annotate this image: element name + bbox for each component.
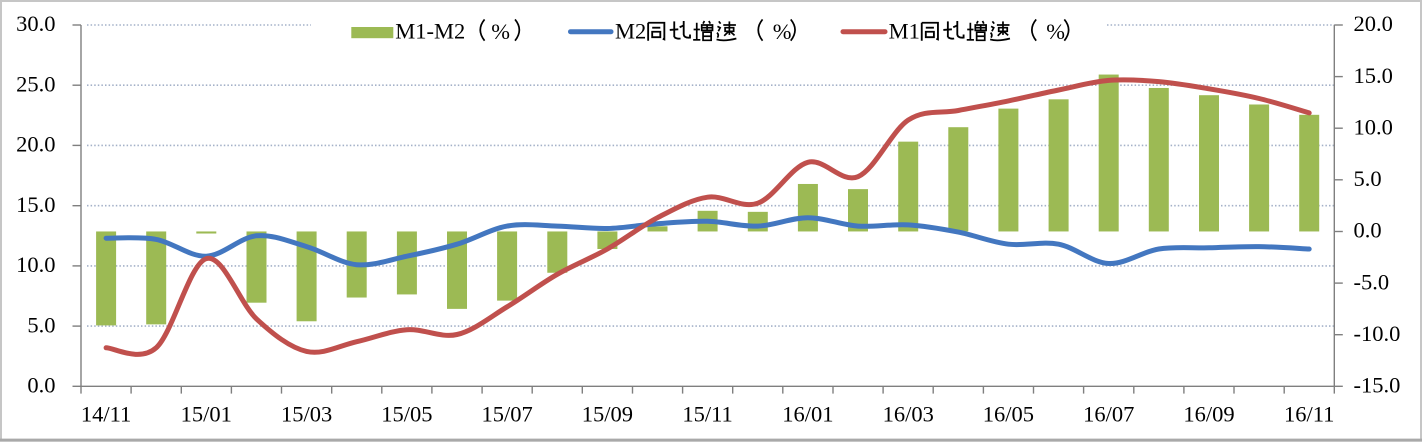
svg-text:15/11: 15/11 — [682, 401, 732, 426]
svg-text:M2: M2 — [615, 19, 646, 44]
svg-text:M1: M1 — [889, 19, 920, 44]
svg-text:14/11: 14/11 — [81, 401, 131, 426]
svg-text:%: % — [491, 19, 510, 44]
svg-text:16/11: 16/11 — [1284, 401, 1334, 426]
svg-text:10.0: 10.0 — [16, 252, 55, 277]
svg-text:M1-M2: M1-M2 — [395, 19, 465, 44]
svg-text:15/01: 15/01 — [181, 401, 232, 426]
svg-text:5.0: 5.0 — [27, 312, 55, 337]
svg-text:20.0: 20.0 — [16, 132, 55, 157]
svg-text:25.0: 25.0 — [16, 71, 55, 96]
svg-text:15/07: 15/07 — [481, 401, 532, 426]
svg-text:5.0: 5.0 — [1354, 166, 1382, 191]
svg-text:15/05: 15/05 — [381, 401, 432, 426]
svg-text:30.0: 30.0 — [16, 11, 55, 36]
svg-text:15/03: 15/03 — [281, 401, 332, 426]
svg-text:16/07: 16/07 — [1083, 401, 1134, 426]
svg-text:15.0: 15.0 — [1354, 63, 1393, 88]
svg-text:16/05: 16/05 — [983, 401, 1034, 426]
svg-text:15.0: 15.0 — [16, 192, 55, 217]
svg-text:16/01: 16/01 — [782, 401, 833, 426]
svg-text:%: % — [773, 19, 792, 44]
svg-text:16/09: 16/09 — [1183, 401, 1234, 426]
svg-text:-10.0: -10.0 — [1354, 321, 1401, 346]
svg-text:16/03: 16/03 — [883, 401, 934, 426]
svg-text:-5.0: -5.0 — [1354, 269, 1390, 294]
svg-text:15/09: 15/09 — [582, 401, 633, 426]
svg-text:0.0: 0.0 — [27, 373, 55, 398]
svg-text:20.0: 20.0 — [1354, 11, 1393, 36]
svg-text:0.0: 0.0 — [1354, 218, 1382, 243]
svg-text:10.0: 10.0 — [1354, 114, 1393, 139]
svg-text:-15.0: -15.0 — [1354, 373, 1401, 398]
svg-text:%: % — [1046, 19, 1065, 44]
